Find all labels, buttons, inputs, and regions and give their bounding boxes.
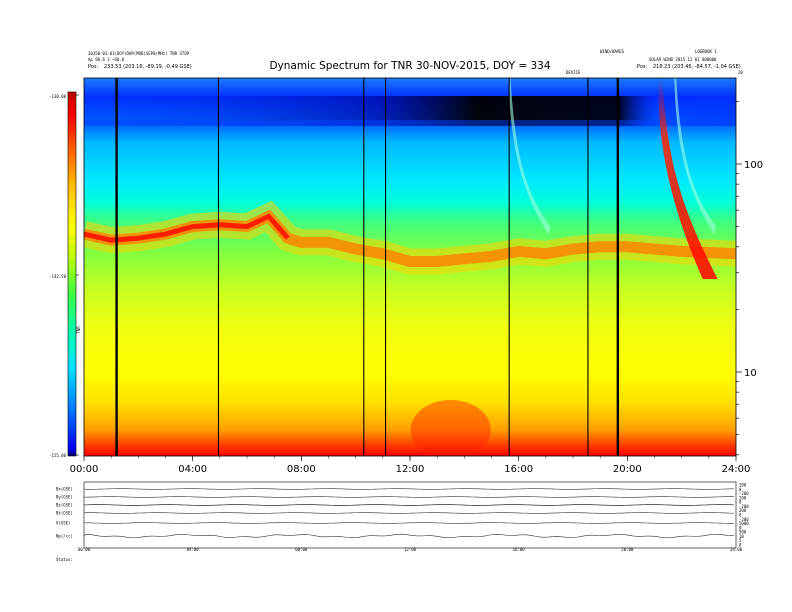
panel-x-tick-label: 20:00 [621, 547, 634, 552]
panel-row-label: Bx(GSE) [56, 487, 73, 492]
panel-row-label: Bz(GSE) [56, 503, 73, 508]
header-right-info-2: SOLAR WIND 2015 12 01 000000 [649, 57, 717, 62]
x-axis: 00:00 04:00 08:00 12:00 16:00 20:00 24:00 [70, 456, 751, 475]
panel-scale-label: 0 [739, 543, 742, 548]
panel-scale-label: 0 [739, 525, 742, 530]
colorbar-tick-top: -130.00 [49, 94, 66, 99]
plasma-line-layer [84, 200, 736, 275]
colorbar-label: TNR [76, 326, 81, 334]
header-left-info-2: Ap 98.6 3 ~60.0 [88, 57, 125, 62]
type3-burst [658, 78, 718, 279]
header-center-marker: DEVICE [566, 70, 581, 75]
y-tick-label: 100 [744, 160, 763, 171]
panel-scale-label: 0 [739, 513, 742, 518]
panel-status-label: Status: [56, 557, 73, 562]
type3-burst [674, 78, 717, 235]
panel-trace [83, 533, 735, 539]
panel-x-axis: 00:00 04:00 08:00 12:00 16:00 20:00 24:00 [78, 547, 743, 552]
panel-scale-label: 500 [739, 530, 747, 535]
panel-row-label: By(GSE) [56, 495, 73, 500]
burst-layer [410, 78, 718, 456]
panel-rows: Bx(GSE) By(GSE) Bz(GSE) Bt(GSE) V(GSE) Np(/cc… [56, 483, 749, 548]
panel-scale-label: 0 [739, 487, 742, 492]
spectrogram [84, 78, 736, 456]
panel-x-tick-label: 08:00 [295, 547, 308, 552]
panel-scale-label: 5 [739, 538, 742, 543]
header-right-marker: 20 [738, 70, 743, 75]
panel-x-tick-label: 04:00 [187, 547, 200, 552]
header-right-pos: 218.23 (203.46, -84.57, -1.04 GSE) [653, 64, 741, 70]
panel-row-label: Np(/cc) [56, 534, 73, 539]
panel-x-tick-label: 16:00 [513, 547, 526, 552]
panels-frame [83, 481, 737, 549]
panel-x-tick-label: 24:00 [730, 547, 743, 552]
x-tick-label: 04:00 [178, 464, 207, 475]
panel-scale-label: 5000 [739, 521, 749, 526]
colorbar-gradient [67, 91, 77, 457]
header-right-info-0: WIND/WAVES [600, 49, 625, 54]
panel-scale-label: 10 [739, 534, 744, 539]
solar-wind-panels: Bx(GSE) By(GSE) Bz(GSE) Bt(GSE) V(GSE) Np(/cc… [56, 481, 749, 562]
colorbar-tick-mid: -142.50 [49, 274, 66, 279]
panel-trace [83, 522, 735, 524]
panel-x-tick-label: 00:00 [78, 547, 91, 552]
panel-trace [83, 496, 735, 498]
header-left-info-1: 20150-01-01(DOY)DHP(MOD)SEP0(MHz) TNR ST… [88, 51, 190, 56]
header-right-info-1: LOGBOOK 1 [695, 49, 717, 54]
plasma-line-core [84, 213, 290, 243]
panel-trace [83, 488, 735, 490]
header-left-pos: 233.53 (203.16, -89.19, -0.49 GSE) [104, 64, 192, 70]
panel-trace [83, 504, 735, 506]
x-tick-label: 24:00 [722, 464, 751, 475]
low-freq-enhancement [410, 400, 491, 456]
colorbar-tick-bottom: -155.00 [49, 453, 66, 458]
y-tick-label: 10 [744, 368, 757, 379]
panel-scale-label: 0 [739, 500, 742, 505]
x-tick-label: 12:00 [396, 464, 425, 475]
panel-scale-label: 200 [739, 495, 747, 500]
panel-row-label: V(GSE) [56, 521, 70, 526]
header-right-pos-label: Pos: [637, 64, 648, 70]
type3-burst [508, 78, 551, 235]
panel-x-tick-label: 12:00 [404, 547, 417, 552]
panel-scale-label: -200 [739, 504, 749, 509]
panel-scale-label: -200 [739, 491, 749, 496]
panel-row-label: Bt(GSE) [56, 511, 73, 516]
data-gap-layer [115, 78, 620, 456]
y-axis-right: 10 100 [736, 101, 763, 456]
panel-scale-label: 200 [739, 483, 747, 488]
panel-scale-label: -200 [739, 517, 749, 522]
x-tick-label: 20:00 [613, 464, 642, 475]
colorbar: -130.00 -142.50 -155.00 TNR [49, 91, 81, 458]
header-left-pos-label: Pos: [88, 64, 99, 70]
chart-title: Dynamic Spectrum for TNR 30-NOV-2015, DO… [269, 60, 550, 72]
x-tick-label: 16:00 [504, 464, 533, 475]
panel-trace [83, 512, 735, 514]
x-tick-label: 00:00 [70, 464, 99, 475]
panel-scale-label: 200 [739, 508, 747, 513]
x-tick-label: 08:00 [287, 464, 316, 475]
